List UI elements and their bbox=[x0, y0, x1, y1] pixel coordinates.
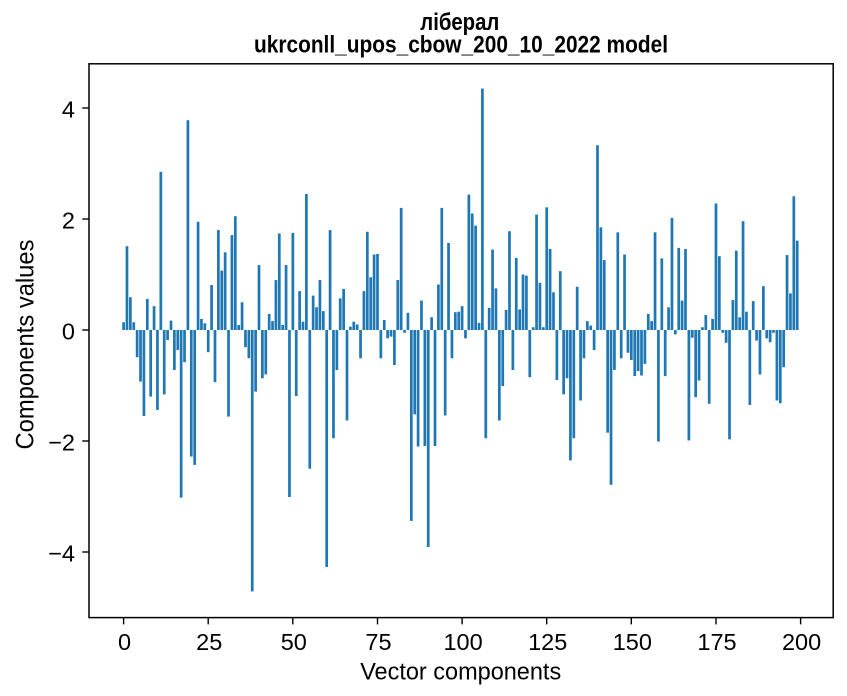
svg-text:175: 175 bbox=[697, 629, 736, 655]
svg-text:−4: −4 bbox=[48, 541, 75, 567]
svg-text:200: 200 bbox=[782, 629, 821, 655]
svg-text:ліберал: ліберал bbox=[420, 9, 499, 36]
svg-text:−2: −2 bbox=[48, 430, 75, 456]
svg-text:125: 125 bbox=[528, 629, 567, 655]
svg-text:75: 75 bbox=[365, 629, 391, 655]
svg-text:25: 25 bbox=[196, 629, 222, 655]
svg-text:150: 150 bbox=[613, 629, 652, 655]
svg-text:Components values: Components values bbox=[12, 240, 40, 450]
svg-text:50: 50 bbox=[281, 629, 307, 655]
svg-text:100: 100 bbox=[443, 629, 482, 655]
svg-text:0: 0 bbox=[118, 629, 131, 655]
svg-text:4: 4 bbox=[62, 97, 75, 123]
svg-text:Vector components: Vector components bbox=[360, 659, 561, 686]
svg-text:ukrconll_upos_cbow_200_10_2022: ukrconll_upos_cbow_200_10_2022 model bbox=[254, 31, 668, 58]
svg-text:2: 2 bbox=[62, 208, 75, 234]
svg-text:0: 0 bbox=[62, 319, 75, 345]
